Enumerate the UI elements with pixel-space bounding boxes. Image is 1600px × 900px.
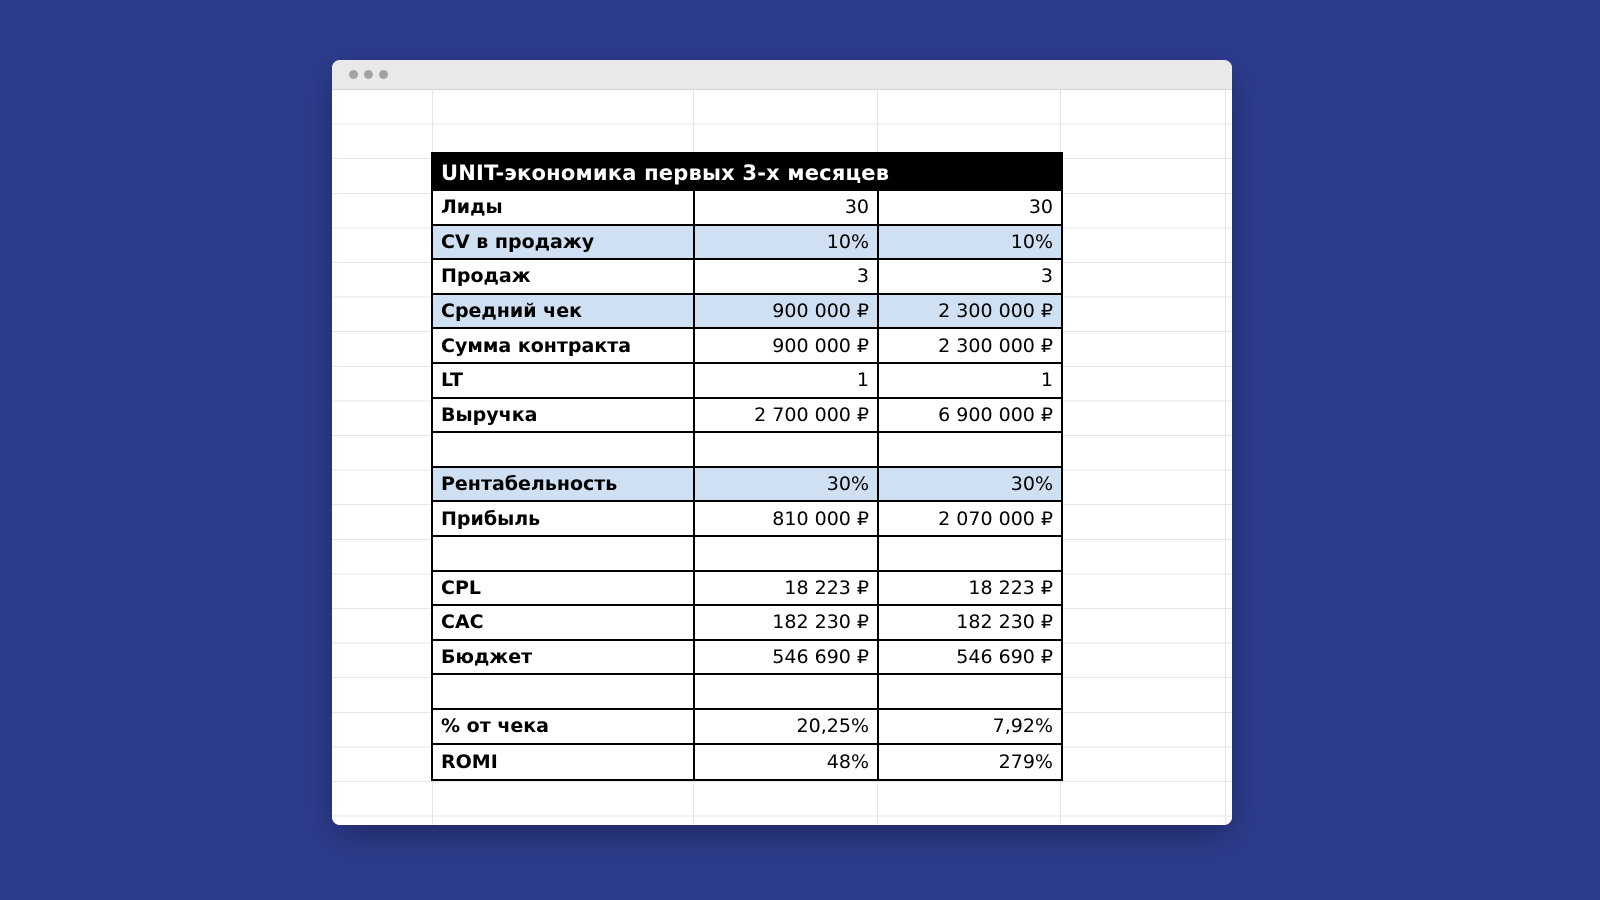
window-control-dot[interactable] <box>379 70 388 79</box>
row-label-cell[interactable]: Продаж <box>433 260 695 293</box>
row-label-cell[interactable]: Рентабельность <box>433 467 695 501</box>
value-cell-month1[interactable]: 1 <box>695 363 879 397</box>
row-label-cell[interactable]: CPL <box>433 571 695 605</box>
value-cell-month1[interactable]: 546 690 ₽ <box>695 640 879 674</box>
table-row: Сумма контракта 900 000 ₽ 2 300 000 ₽ <box>433 329 1061 364</box>
value-cell-month1[interactable]: 810 000 ₽ <box>695 502 879 535</box>
table-row: CV в продажу 10% 10% <box>433 225 1061 261</box>
value-cell-month1[interactable]: 30% <box>695 467 879 501</box>
value-cell-month2[interactable] <box>879 433 1061 466</box>
table-row: % от чека 20,25% 7,92% <box>433 709 1061 745</box>
value-cell-month2[interactable]: 10% <box>1010 230 1053 253</box>
value-cell-month2[interactable]: 6 900 000 ₽ <box>938 403 1053 426</box>
table-row: Прибыль 810 000 ₽ 2 070 000 ₽ <box>433 502 1061 537</box>
value-cell-month2[interactable]: 279% <box>998 750 1053 773</box>
table-row: ROMI 48% 279% <box>433 744 1061 780</box>
value-cell-month1[interactable]: 20,25% <box>695 709 879 743</box>
spreadsheet-area[interactable]: UNIT-экономика первых 3-х месяцев Лиды 30… <box>332 90 1232 825</box>
window-control-dot[interactable] <box>349 70 358 79</box>
row-label-cell[interactable] <box>433 433 695 466</box>
grid-column-line <box>1225 90 1226 825</box>
row-label-cell[interactable]: Сумма контракта <box>433 329 695 362</box>
table-row: Лиды 30 30 <box>433 191 1061 226</box>
value-cell-month2[interactable]: 18 223 ₽ <box>968 576 1053 599</box>
table-row: Выручка 2 700 000 ₽ 6 900 000 ₽ <box>433 398 1061 434</box>
value-cell-month2[interactable]: 30 <box>1028 196 1053 219</box>
value-cell-month2[interactable]: 182 230 ₽ <box>956 611 1053 634</box>
table-row: CPL 18 223 ₽18 223 ₽ <box>433 571 1061 607</box>
value-cell-month1[interactable]: 900 000 ₽ <box>695 329 879 362</box>
value-cell-month2[interactable]: 1 <box>1040 369 1053 392</box>
row-label-cell[interactable]: % от чека <box>433 709 695 743</box>
app-window: UNIT-экономика первых 3-х месяцев Лиды 30… <box>332 60 1232 825</box>
table-row: Средний чек 900 000 ₽ 2 300 000 ₽ <box>433 294 1061 330</box>
table-row <box>433 675 1061 710</box>
table-row: Бюджет 546 690 ₽546 690 ₽ <box>433 640 1061 676</box>
table-title: UNIT-экономика первых 3-х месяцев <box>433 154 1061 191</box>
value-cell-month1[interactable]: 900 000 ₽ <box>695 294 879 328</box>
value-cell-month2[interactable]: 546 690 ₽ <box>956 646 1053 669</box>
unit-economics-table: UNIT-экономика первых 3-х месяцев Лиды 30… <box>431 152 1063 782</box>
row-label-cell[interactable]: LT <box>433 363 695 397</box>
table-row: Продаж 3 3 <box>433 260 1061 295</box>
value-cell-month1[interactable]: 18 223 ₽ <box>695 571 879 605</box>
table-rows: Лиды 30 30 CV в продажу 10% 10% Продаж 3 3 Средни… <box>433 191 1061 780</box>
window-control-dot[interactable] <box>364 70 373 79</box>
value-cell-month1[interactable]: 2 700 000 ₽ <box>695 398 879 432</box>
table-row: Рентабельность 30% 30% <box>433 467 1061 503</box>
row-label-cell[interactable] <box>433 675 695 708</box>
value-cell-month2[interactable]: 2 300 000 ₽ <box>938 334 1053 357</box>
row-label-cell[interactable]: Лиды <box>433 191 695 224</box>
row-label-cell[interactable]: CAC <box>433 606 695 639</box>
row-label-cell[interactable]: Прибыль <box>433 502 695 535</box>
value-cell-month1[interactable] <box>695 675 879 708</box>
value-cell-month2[interactable]: 2 070 000 ₽ <box>938 507 1053 530</box>
row-label-cell[interactable]: Средний чек <box>433 294 695 328</box>
value-cell-month2[interactable] <box>879 537 1061 570</box>
window-titlebar[interactable] <box>332 60 1232 90</box>
value-cell-month1[interactable] <box>695 433 879 466</box>
value-cell-month1[interactable]: 30 <box>695 191 879 224</box>
row-label-cell[interactable]: Выручка <box>433 398 695 432</box>
value-cell-month2[interactable]: 3 <box>1040 265 1053 288</box>
value-cell-month2[interactable]: 2 300 000 ₽ <box>938 300 1053 323</box>
row-label-cell[interactable]: CV в продажу <box>433 225 695 259</box>
row-label-cell[interactable]: Бюджет <box>433 640 695 674</box>
value-cell-month1[interactable]: 48% <box>695 744 879 780</box>
value-cell-month1[interactable]: 10% <box>695 225 879 259</box>
table-row: CAC 182 230 ₽182 230 ₽ <box>433 606 1061 641</box>
value-cell-month2[interactable]: 7,92% <box>992 715 1053 738</box>
row-label-cell[interactable] <box>433 536 695 570</box>
value-cell-month1[interactable] <box>695 536 879 570</box>
table-row: LT 1 1 <box>433 363 1061 399</box>
row-label-cell[interactable]: ROMI <box>433 744 695 780</box>
value-cell-month1[interactable]: 3 <box>695 260 879 293</box>
value-cell-month2[interactable] <box>879 675 1061 708</box>
value-cell-month1[interactable]: 182 230 ₽ <box>695 606 879 639</box>
value-cell-month2[interactable]: 30% <box>1010 473 1053 496</box>
table-row <box>433 433 1061 468</box>
table-row <box>433 536 1061 572</box>
